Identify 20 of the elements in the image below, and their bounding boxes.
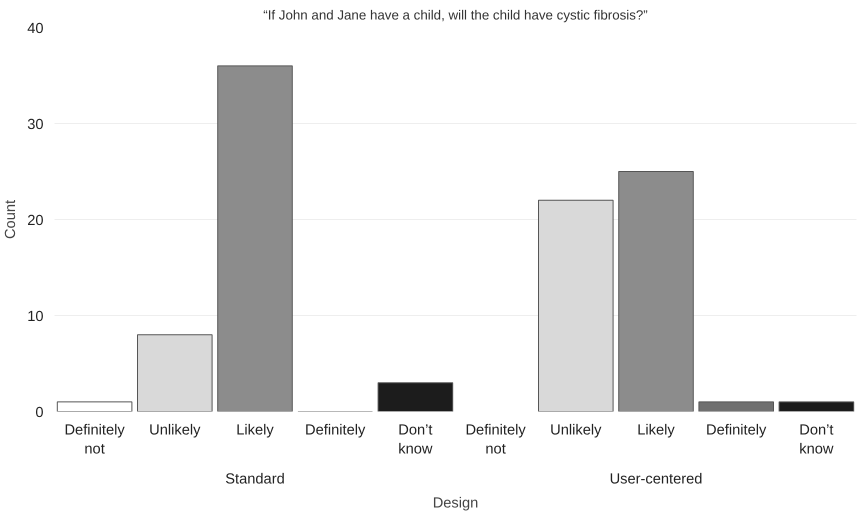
text: User-centered <box>610 472 702 488</box>
y-axis-title: Count <box>3 200 20 240</box>
x-tick-label: Unlikely <box>550 422 602 438</box>
y-tick-label: 30 <box>27 117 44 133</box>
x-tick-label: Likely <box>637 422 676 438</box>
x-tick-label: Unlikely <box>149 422 202 438</box>
x-tick-label: Definitely not <box>64 422 126 458</box>
x-axis-title: Design <box>432 496 478 512</box>
x-tick-label: Don’t know <box>799 422 834 458</box>
y-tick-label: 40 <box>27 21 44 37</box>
x-tick-label: Don’t know <box>398 422 433 458</box>
x-tick-label: Likely <box>236 422 274 438</box>
y-tick-label: 10 <box>27 309 44 325</box>
text: Standard <box>225 472 285 488</box>
x-tick-label: Definitely <box>706 422 768 438</box>
y-tick-label: 0 <box>35 405 44 421</box>
y-tick-label: 20 <box>27 213 44 229</box>
x-tick-label: Definitely not <box>465 422 526 458</box>
chart-title: “If John and Jane have a child, will the child have cystic fibrosis?” <box>263 8 648 22</box>
x-tick-label: Definitely <box>305 422 366 438</box>
